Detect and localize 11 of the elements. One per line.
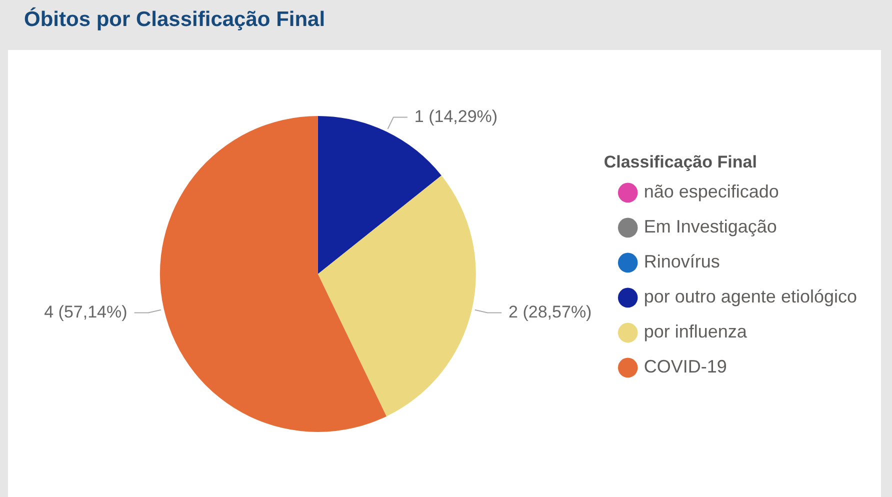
legend-title: Classificação Final	[604, 152, 757, 172]
legend-label: por outro agente etiológico	[644, 286, 858, 307]
data-label: 2 (28,57%)	[508, 302, 592, 322]
legend-label: não especificado	[644, 182, 779, 202]
data-label: 1 (14,29%)	[414, 106, 498, 126]
chart-title: Óbitos por Classificação Final	[24, 8, 326, 32]
legend-label: Em Investigação	[644, 216, 777, 237]
data-label: 4 (57,14%)	[44, 302, 128, 322]
legend-label: COVID-19	[644, 356, 727, 377]
legend-label: por influenza	[644, 322, 748, 342]
legend-label: Rinovírus	[644, 252, 720, 272]
